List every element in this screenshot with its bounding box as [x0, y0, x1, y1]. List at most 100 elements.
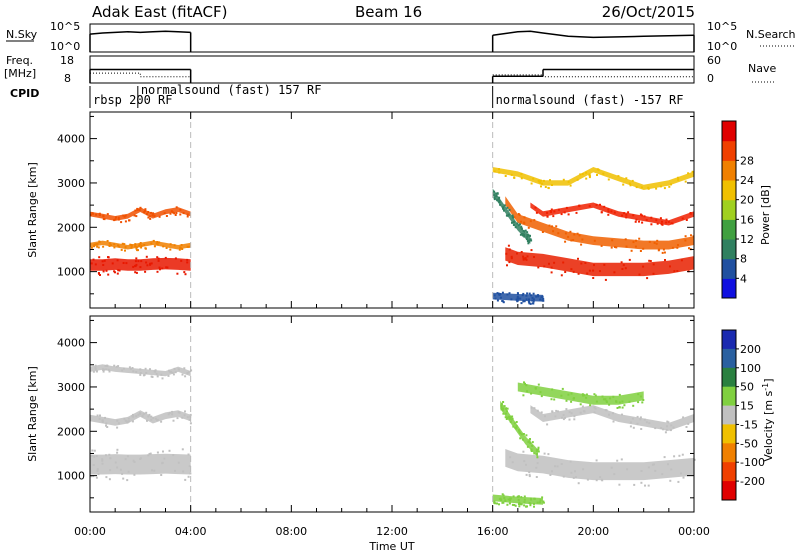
power-speckle: [529, 302, 532, 305]
power-speckle: [526, 231, 529, 234]
power-speckle: [508, 208, 511, 211]
power-speckle: [113, 243, 116, 246]
power-speckle: [102, 270, 105, 273]
velocity-speckle: [115, 365, 118, 368]
power-speckle: [139, 242, 142, 244]
velocity-speckle: [102, 369, 105, 371]
velocity-speckle: [92, 370, 95, 373]
power-colorbar-tick-label: 8: [740, 253, 747, 266]
power-speckle: [122, 262, 125, 264]
velocity-speckle: [525, 384, 528, 387]
velocity-speckle: [600, 478, 603, 481]
velocity-speckle: [128, 366, 131, 369]
power-speckle: [551, 225, 553, 228]
velocity-band-3: [505, 449, 696, 487]
power-ytick-label: 3000: [57, 177, 85, 190]
velocity-colorbar-tick-label: 100: [740, 362, 761, 375]
velocity-speckle: [187, 371, 190, 374]
velocity-speckle: [502, 501, 505, 504]
velocity-speckle: [560, 394, 563, 397]
power-speckle: [684, 239, 687, 242]
velocity-speckle: [163, 457, 166, 460]
power-speckle: [524, 229, 527, 232]
power-speckle: [162, 245, 165, 248]
velocity-speckle: [506, 410, 508, 413]
velocity-speckle: [601, 395, 604, 398]
power-speckle: [539, 298, 542, 301]
power-speckle: [537, 294, 539, 297]
velocity-speckle: [108, 453, 111, 456]
power-speckle: [135, 263, 138, 266]
velocity-speckle: [520, 503, 523, 506]
power-speckle: [134, 264, 137, 267]
velocity-speckle: [667, 421, 670, 424]
power-speckle: [133, 214, 136, 217]
power-speckle: [124, 246, 127, 249]
power-speckle: [118, 269, 121, 272]
power-speckle: [120, 221, 123, 224]
power-speckle: [634, 245, 637, 248]
power-speckle: [98, 212, 101, 215]
power-speckle: [661, 220, 663, 223]
velocity-speckle: [533, 407, 536, 410]
power-speckle: [516, 297, 519, 300]
velocity-colorbar-cell: [722, 386, 736, 407]
power-speckle: [519, 223, 521, 226]
power-speckle: [607, 210, 610, 213]
velocity-speckle: [108, 370, 111, 373]
power-speckle: [90, 246, 93, 249]
velocity-speckle: [554, 465, 556, 468]
power-speckle: [173, 244, 176, 247]
power-speckle: [564, 232, 567, 235]
power-speckle: [117, 269, 120, 272]
velocity-speckle: [660, 427, 663, 429]
velocity-speckle: [522, 450, 525, 453]
power-speckle: [527, 239, 529, 242]
power-speckle: [517, 297, 520, 300]
power-speckle: [117, 216, 120, 219]
power-speckle: [495, 192, 498, 195]
power-speckle: [523, 300, 526, 303]
velocity-speckle: [582, 410, 585, 413]
power-colorbar-frame: [721, 120, 737, 299]
velocity-speckle: [536, 456, 539, 459]
power-band-fill: [505, 247, 694, 277]
power-speckle: [650, 216, 653, 219]
velocity-speckle: [156, 375, 159, 378]
velocity-speckle: [654, 427, 657, 430]
velocity-speckle: [593, 393, 596, 396]
power-speckle: [517, 293, 519, 296]
velocity-speckle: [519, 503, 522, 506]
power-speckle: [669, 265, 671, 268]
velocity-speckle: [109, 457, 112, 460]
velocity-speckle: [665, 428, 668, 431]
power-speckle: [652, 272, 655, 275]
power-colorbar-cell: [722, 121, 736, 142]
velocity-speckle: [149, 368, 151, 371]
velocity-speckle: [101, 421, 104, 423]
freq-label: Freq.: [6, 54, 33, 67]
power-speckle: [180, 247, 182, 250]
velocity-speckle: [636, 422, 639, 425]
power-speckle: [588, 269, 591, 272]
velocity-band-0: [90, 448, 192, 482]
velocity-speckle: [106, 364, 109, 367]
power-speckle: [108, 242, 111, 245]
velocity-speckle: [685, 426, 688, 428]
velocity-speckle: [670, 468, 673, 471]
freq-tick-high: 18: [60, 54, 74, 67]
power-speckle: [139, 206, 142, 209]
velocity-speckle: [605, 401, 608, 403]
power-speckle: [95, 243, 98, 246]
velocity-colorbar-tick-label: -200: [740, 475, 765, 488]
velocity-speckle: [673, 455, 676, 458]
power-speckle: [184, 273, 187, 276]
nsky-panel: N.Sky 10^5 10^0 10^5 10^0 N.Search: [6, 20, 796, 53]
velocity-speckle: [187, 475, 190, 478]
velocity-speckle: [189, 422, 192, 425]
power-speckle: [581, 173, 584, 175]
power-band-2: [90, 206, 191, 224]
time-tick-label-5: 20:00: [577, 525, 609, 538]
velocity-colorbar-cell: [722, 424, 736, 444]
velocity-speckle: [537, 446, 540, 449]
